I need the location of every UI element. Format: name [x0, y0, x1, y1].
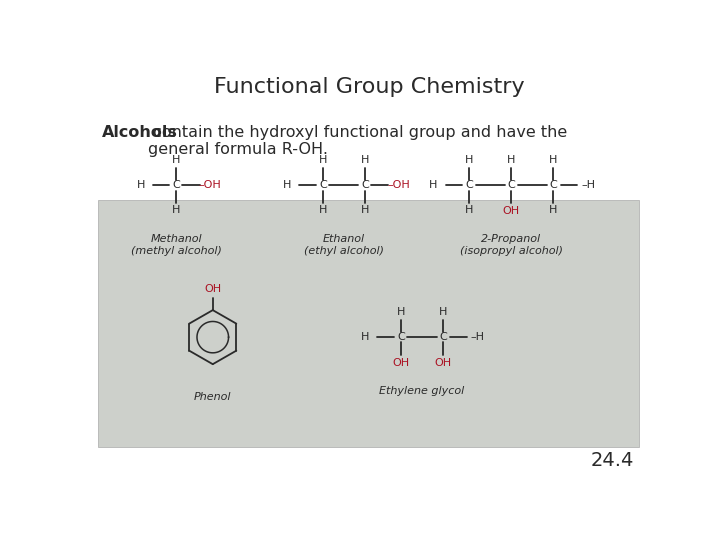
Text: OH: OH	[204, 284, 221, 294]
Text: Phenol: Phenol	[194, 393, 232, 402]
Text: H: H	[137, 180, 145, 191]
Text: OH: OH	[435, 357, 451, 368]
Text: Ethanol
(ethyl alcohol): Ethanol (ethyl alcohol)	[304, 234, 384, 255]
Text: –OH: –OH	[387, 180, 410, 191]
Text: H: H	[465, 205, 473, 215]
Text: –H: –H	[471, 332, 485, 342]
FancyBboxPatch shape	[99, 200, 639, 447]
Text: Alcohols: Alcohols	[102, 125, 178, 140]
Text: H: H	[172, 156, 181, 165]
Text: H: H	[465, 156, 473, 165]
Text: Functional Group Chemistry: Functional Group Chemistry	[214, 77, 524, 97]
Text: H: H	[319, 205, 327, 215]
Text: C: C	[439, 332, 447, 342]
Text: OH: OH	[503, 206, 520, 216]
Text: H: H	[549, 156, 558, 165]
Text: 2-Propanol
(isopropyl alcohol): 2-Propanol (isopropyl alcohol)	[460, 234, 563, 255]
Text: H: H	[361, 156, 369, 165]
Text: C: C	[173, 180, 181, 191]
Text: C: C	[397, 332, 405, 342]
Text: OH: OH	[392, 357, 410, 368]
Text: 24.4: 24.4	[590, 451, 634, 470]
Text: Methanol
(methyl alcohol): Methanol (methyl alcohol)	[131, 234, 222, 255]
Text: H: H	[283, 180, 292, 191]
Text: H: H	[507, 156, 516, 165]
Text: H: H	[319, 156, 327, 165]
Text: –H: –H	[581, 180, 595, 191]
Text: H: H	[361, 205, 369, 215]
Text: H: H	[549, 205, 558, 215]
Text: C: C	[549, 180, 557, 191]
Text: Ethylene glycol: Ethylene glycol	[379, 386, 464, 396]
Text: H: H	[397, 307, 405, 317]
Text: C: C	[319, 180, 327, 191]
Text: –OH: –OH	[199, 180, 221, 191]
Text: contain the hydroxyl functional group and have the
general formula R-OH.: contain the hydroxyl functional group an…	[148, 125, 567, 158]
Text: C: C	[361, 180, 369, 191]
Text: H: H	[172, 205, 181, 215]
Text: H: H	[361, 332, 369, 342]
Text: H: H	[439, 307, 447, 317]
Text: C: C	[465, 180, 473, 191]
Text: C: C	[508, 180, 516, 191]
Text: H: H	[429, 180, 438, 191]
